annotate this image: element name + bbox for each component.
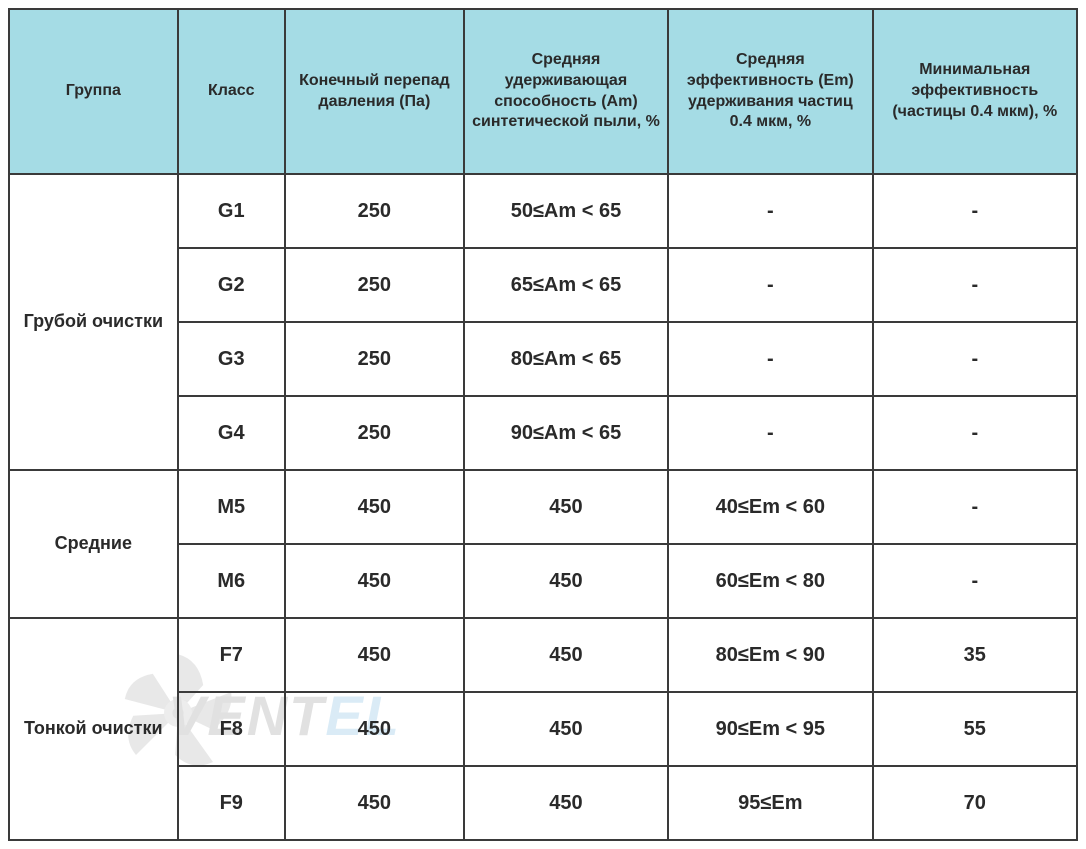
cell-class: F9 bbox=[178, 766, 285, 840]
cell-am: 450 bbox=[464, 618, 668, 692]
cell-pressure: 250 bbox=[285, 174, 464, 248]
cell-em: - bbox=[668, 248, 872, 322]
cell-pressure: 450 bbox=[285, 544, 464, 618]
cell-pressure: 250 bbox=[285, 248, 464, 322]
cell-am: 80≤Am < 65 bbox=[464, 322, 668, 396]
header-em: Средняя эффективность (Em) удерживания ч… bbox=[668, 9, 872, 174]
header-am: Средняя удерживающая способность (Am) си… bbox=[464, 9, 668, 174]
cell-min: - bbox=[873, 396, 1077, 470]
cell-class: F7 bbox=[178, 618, 285, 692]
cell-am: 65≤Am < 65 bbox=[464, 248, 668, 322]
cell-class: M6 bbox=[178, 544, 285, 618]
cell-min: - bbox=[873, 248, 1077, 322]
cell-class: G3 bbox=[178, 322, 285, 396]
cell-em: 40≤Em < 60 bbox=[668, 470, 872, 544]
filter-classification-table: Группа Класс Конечный перепад давления (… bbox=[8, 8, 1078, 841]
cell-class: G2 bbox=[178, 248, 285, 322]
table-body: Грубой очисткиG125050≤Am < 65--G225065≤A… bbox=[9, 174, 1077, 840]
cell-pressure: 450 bbox=[285, 470, 464, 544]
header-group: Группа bbox=[9, 9, 178, 174]
cell-em: 95≤Em bbox=[668, 766, 872, 840]
cell-am: 50≤Am < 65 bbox=[464, 174, 668, 248]
cell-em: 60≤Em < 80 bbox=[668, 544, 872, 618]
cell-pressure: 250 bbox=[285, 396, 464, 470]
group-cell: Грубой очистки bbox=[9, 174, 178, 470]
cell-am: 450 bbox=[464, 766, 668, 840]
header-class: Класс bbox=[178, 9, 285, 174]
cell-am: 90≤Am < 65 bbox=[464, 396, 668, 470]
cell-pressure: 250 bbox=[285, 322, 464, 396]
cell-am: 450 bbox=[464, 470, 668, 544]
cell-em: - bbox=[668, 174, 872, 248]
cell-min: - bbox=[873, 544, 1077, 618]
cell-am: 450 bbox=[464, 692, 668, 766]
header-min: Минимальная эффективность (частицы 0.4 м… bbox=[873, 9, 1077, 174]
header-pressure: Конечный перепад давления (Па) bbox=[285, 9, 464, 174]
cell-min: 70 bbox=[873, 766, 1077, 840]
cell-min: - bbox=[873, 174, 1077, 248]
table-row: Грубой очисткиG125050≤Am < 65-- bbox=[9, 174, 1077, 248]
cell-pressure: 450 bbox=[285, 766, 464, 840]
cell-class: G1 bbox=[178, 174, 285, 248]
cell-pressure: 450 bbox=[285, 618, 464, 692]
cell-class: F8 bbox=[178, 692, 285, 766]
cell-em: - bbox=[668, 396, 872, 470]
table-row: СредниеM545045040≤Em < 60- bbox=[9, 470, 1077, 544]
cell-min: - bbox=[873, 322, 1077, 396]
table-row: Тонкой очисткиF745045080≤Em < 9035 bbox=[9, 618, 1077, 692]
cell-min: 55 bbox=[873, 692, 1077, 766]
cell-em: - bbox=[668, 322, 872, 396]
cell-class: G4 bbox=[178, 396, 285, 470]
cell-pressure: 450 bbox=[285, 692, 464, 766]
cell-am: 450 bbox=[464, 544, 668, 618]
cell-class: M5 bbox=[178, 470, 285, 544]
group-cell: Тонкой очистки bbox=[9, 618, 178, 840]
cell-em: 90≤Em < 95 bbox=[668, 692, 872, 766]
group-cell: Средние bbox=[9, 470, 178, 618]
cell-em: 80≤Em < 90 bbox=[668, 618, 872, 692]
cell-min: 35 bbox=[873, 618, 1077, 692]
cell-min: - bbox=[873, 470, 1077, 544]
table-header-row: Группа Класс Конечный перепад давления (… bbox=[9, 9, 1077, 174]
filter-table-container: VENTEL Группа Класс Конечный перепад дав… bbox=[8, 8, 1078, 841]
